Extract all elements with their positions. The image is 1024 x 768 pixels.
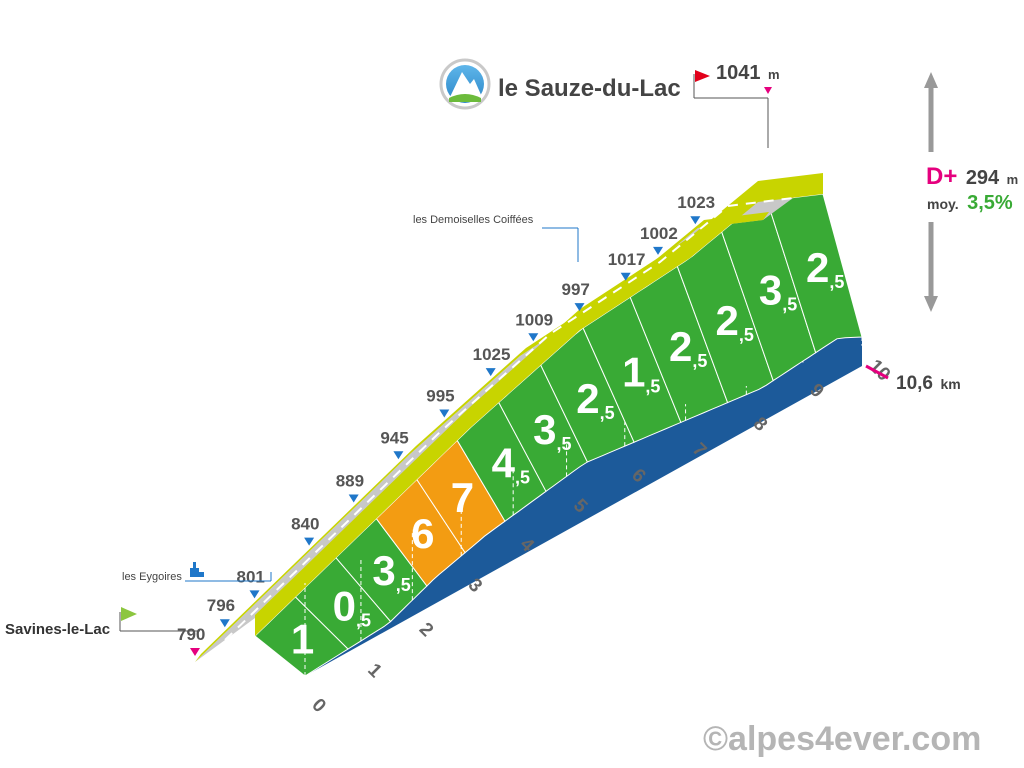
arrow-up-icon xyxy=(924,72,938,88)
grade-label: 2,5 xyxy=(715,297,753,345)
altitude-label: 889 xyxy=(336,471,364,490)
grade-label: 6 xyxy=(411,510,434,557)
altitude-pointer-icon xyxy=(690,216,701,225)
place-eygoires-label: les Eygoires xyxy=(122,571,182,583)
start-marker: Savines-le-Lac xyxy=(5,607,200,638)
distance-unit: km xyxy=(940,376,960,392)
summit-altitude: 1041 xyxy=(716,62,761,84)
grade-label: 2,5 xyxy=(669,323,707,371)
summit-name: le Sauze-du-Lac xyxy=(498,75,681,102)
grade-label: 0,5 xyxy=(333,582,371,630)
grade-label: 4,5 xyxy=(492,440,530,488)
distance-text: 10,6 km xyxy=(896,373,961,394)
average-grade-text: moy. 3,5% xyxy=(927,192,1013,214)
d-value: 294 xyxy=(966,167,1000,189)
altitude-label: 945 xyxy=(380,428,408,447)
altitude-pointer-icon xyxy=(249,590,260,599)
km-tick-label: 10 xyxy=(864,356,894,386)
altitude-label: 1025 xyxy=(473,345,511,364)
avg-label: moy. xyxy=(927,196,959,212)
summit-marker: le Sauze-du-Lac 1041 m xyxy=(439,58,780,148)
altitude-pointer-icon xyxy=(439,409,450,418)
summit-altitude-text: 1041 m xyxy=(716,62,780,84)
grade-label: 1,5 xyxy=(622,348,660,396)
altitude-pointer-icon xyxy=(219,619,230,628)
road-surface xyxy=(195,173,823,662)
altitude-pointer-icon xyxy=(574,303,585,312)
altitude-label: 995 xyxy=(426,386,454,405)
km-tick-label: 2 xyxy=(415,619,437,641)
grade-label: 3,5 xyxy=(372,547,410,595)
center-line xyxy=(224,197,794,641)
watermark: ©alpes4ever.com xyxy=(703,720,981,758)
distance-marker: 10,6 km xyxy=(865,364,961,394)
altitude-label: 796 xyxy=(207,596,235,615)
grade-label: 7 xyxy=(451,474,474,521)
grade-label: 3,5 xyxy=(533,406,571,454)
start-name: Savines-le-Lac xyxy=(5,621,110,638)
d-label: D+ xyxy=(926,163,957,190)
summit-pointer-icon xyxy=(764,87,772,94)
elevation-gain-text: D+ 294 m xyxy=(926,163,1018,190)
stats-box: D+ 294 m moy. 3,5% xyxy=(924,72,1018,312)
altitude-pointer-icon xyxy=(304,537,315,546)
altitude-pointer-icon xyxy=(190,648,200,656)
altitude-label: 997 xyxy=(562,280,590,299)
altitude-pointer-icon xyxy=(393,451,404,460)
summit-altitude-unit: m xyxy=(768,67,780,82)
church-icon xyxy=(190,562,204,577)
km-tick-label: 0 xyxy=(307,695,329,717)
altitude-label: 1002 xyxy=(640,224,678,243)
altitude-pointer-icon xyxy=(528,333,539,342)
summit-flag-icon xyxy=(695,70,710,82)
place-demoiselles-label: les Demoiselles Coiffées xyxy=(413,214,534,226)
altitude-label: 1017 xyxy=(608,250,646,269)
altitude-label: 1023 xyxy=(677,193,715,212)
altitude-label: 1009 xyxy=(515,310,553,329)
arrow-down-icon xyxy=(924,296,938,312)
place-eygoires: les Eygoires xyxy=(122,562,272,583)
place-demoiselles: les Demoiselles Coiffées xyxy=(413,214,579,262)
side-face xyxy=(305,337,862,676)
altitude-pointer-icon xyxy=(620,272,631,281)
km-tick-label: 1 xyxy=(363,660,386,683)
avg-value: 3,5% xyxy=(967,192,1013,214)
grade-label: 2,5 xyxy=(576,375,614,423)
grade-label: 3,5 xyxy=(759,266,797,314)
d-unit: m xyxy=(1007,172,1019,187)
road-center-line xyxy=(224,197,794,641)
distance-value: 10,6 xyxy=(896,373,933,394)
grade-label: 2,5 xyxy=(806,244,844,292)
altitude-pointer-icon xyxy=(653,246,663,255)
altitude-label: 801 xyxy=(237,567,265,586)
altitude-pointer-icon xyxy=(348,494,359,503)
altitude-label: 790 xyxy=(177,625,205,644)
start-flag-icon xyxy=(121,607,137,621)
altitude-label: 840 xyxy=(291,515,319,534)
altitude-pointer-icon xyxy=(485,368,496,377)
grade-label: 1 xyxy=(291,615,314,662)
profile-side-face xyxy=(305,337,862,676)
